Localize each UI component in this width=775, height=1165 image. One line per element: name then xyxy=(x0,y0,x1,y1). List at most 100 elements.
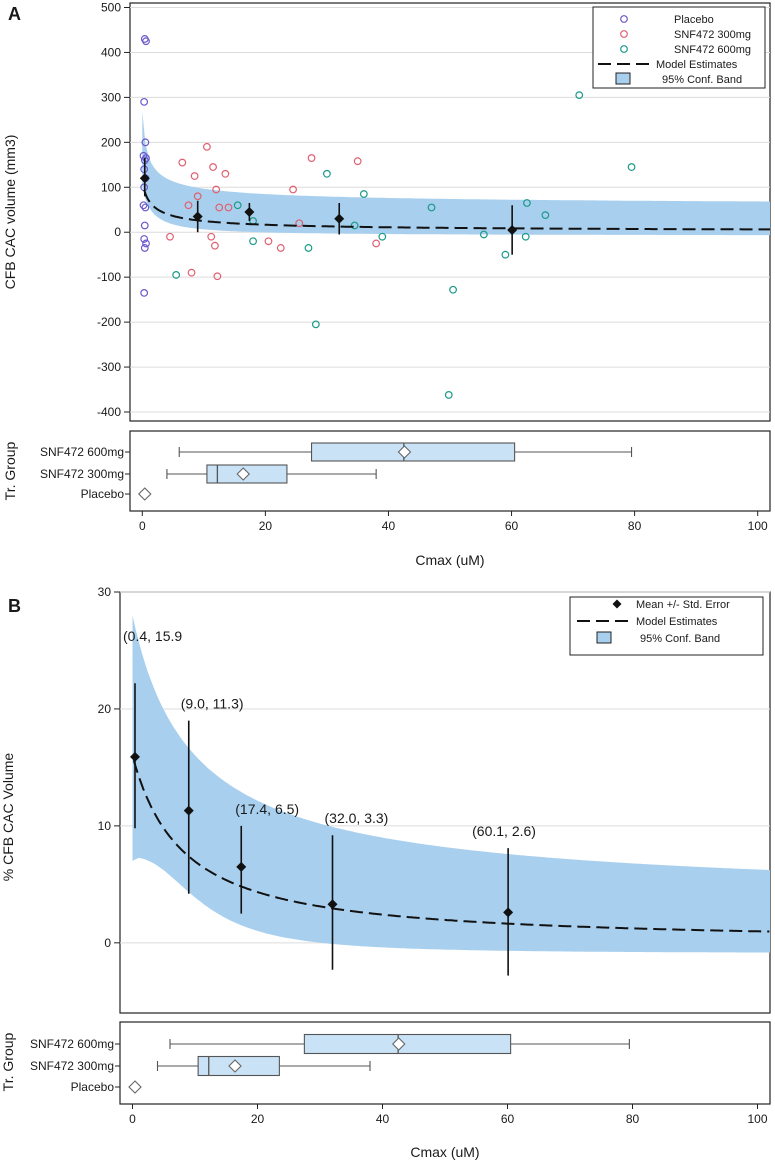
legend-snf300-marker xyxy=(620,30,628,38)
panel-a-y-tick-label: 0 xyxy=(114,225,121,239)
panel-b-letter: B xyxy=(8,596,21,616)
panel-b-point-label: (60.1, 2.6) xyxy=(472,823,536,839)
legend-snf300-label: SNF472 300mg xyxy=(674,29,751,41)
panel-a-point xyxy=(209,163,217,171)
panel-b-group-label: Placebo xyxy=(71,1080,115,1094)
panel-a-point xyxy=(372,239,381,248)
panel-b-group-label: SNF472 600mg xyxy=(30,1037,114,1051)
panel-a-y-tick-label: 500 xyxy=(101,0,121,14)
panel-b-model-curve xyxy=(132,759,770,933)
panel-a-point xyxy=(521,232,530,241)
panel-a-point xyxy=(166,232,174,241)
legend-snf600-marker xyxy=(620,45,628,53)
panel-a-point xyxy=(203,142,211,151)
panel-a-y-tick-label: -400 xyxy=(97,405,121,419)
panel-b-y-tick-label: 30 xyxy=(98,585,112,599)
panel-a-x-tick-label: 40 xyxy=(382,519,396,533)
panel-b-mean-marker xyxy=(503,907,514,918)
panel-b-y-tick-label: 10 xyxy=(98,819,112,833)
panel-a-point xyxy=(221,169,230,178)
panel-a-point xyxy=(140,244,149,252)
panel-b-x-ticks: 0 20 40 60 80 100 xyxy=(129,1104,768,1126)
legend-mean-marker xyxy=(612,599,622,609)
panel-a-point xyxy=(359,190,368,198)
panel-a-point xyxy=(139,151,148,160)
panel-b-mean-marker xyxy=(130,751,140,762)
panel-b-x-tick-label: 0 xyxy=(129,1112,136,1126)
panel-a-point xyxy=(233,201,242,210)
panel-a-point xyxy=(289,185,297,194)
panel-b-x-tick-label: 40 xyxy=(376,1112,390,1126)
panel-b-boxplot-frame xyxy=(119,1021,771,1105)
panel-a-point xyxy=(501,250,510,259)
legend-b-band-label: 95% Conf. Band xyxy=(640,633,720,645)
panel-b-point-label: (0.4, 15.9 xyxy=(123,628,182,644)
panel-a-mean-marker xyxy=(139,173,150,184)
panel-a-confidence-band xyxy=(142,111,771,236)
panel-b-x-tick-label: 20 xyxy=(251,1112,265,1126)
panel-a-point xyxy=(184,201,193,210)
panel-a-point xyxy=(142,37,150,46)
legend-model-label: Model Estimates xyxy=(656,59,738,71)
panel-a-point xyxy=(304,244,313,252)
panel-a-point xyxy=(523,199,531,207)
panel-a-point xyxy=(353,157,362,166)
panel-a-y-ticks: -400 -300 -200 -100 0 100 200 300 400 500 xyxy=(97,0,130,419)
panel-a-point xyxy=(444,391,453,399)
panel-a-x-axis-label: Cmax (uM) xyxy=(415,552,484,568)
panel-a-point xyxy=(307,154,316,162)
panel-a-point xyxy=(224,203,233,212)
panel-a-point xyxy=(140,289,149,297)
panel-b-point-labels: (0.4, 15.9 (9.0, 11.3) (17.4, 6.5) (32.0, 3… xyxy=(123,628,536,839)
panel-a-point xyxy=(350,221,359,230)
panel-a-y-tick-label: 300 xyxy=(101,90,121,104)
panel-a-box xyxy=(310,442,516,462)
panel-b-y-tick-label: 0 xyxy=(104,936,111,950)
panel-a-model-curve xyxy=(143,189,770,231)
panel-a-point xyxy=(140,235,149,243)
panel-a-mean-marker xyxy=(334,213,345,224)
panel-a-x-tick-label: 100 xyxy=(748,519,768,533)
panel-a-y-tick-label: -200 xyxy=(97,315,121,329)
legend-b-band-swatch xyxy=(596,631,612,644)
panel-a-boxes: SNF472 600mg SNF472 300mg Placebo xyxy=(40,442,633,501)
panel-b-mean-marker xyxy=(236,861,247,872)
panel-a-group-label: SNF472 300mg xyxy=(40,467,124,481)
panel-a-point xyxy=(187,268,196,277)
panel-a-point xyxy=(193,192,202,201)
panel-a-point xyxy=(141,203,150,212)
panel-a-point xyxy=(311,320,320,329)
panel-b-mean-marker xyxy=(327,899,338,910)
panel-b-treatment-boxplot: SNF472 600mg SNF472 300mg Placebo 0 20 40 60 8… xyxy=(0,1021,771,1160)
panel-b-x-tick-label: 100 xyxy=(747,1112,767,1126)
panel-b-point-label: (9.0, 11.3) xyxy=(181,696,244,712)
legend-band-swatch xyxy=(615,72,631,85)
panel-a-point xyxy=(212,185,221,194)
panel-a-group-label: SNF472 600mg xyxy=(40,445,124,459)
panel-a-y-tick-label: 200 xyxy=(101,135,121,149)
panel-a-point xyxy=(378,232,387,241)
panel-a-x-tick-label: 0 xyxy=(139,519,146,533)
panel-a-point xyxy=(323,169,331,178)
panel-b-confidence-band xyxy=(132,615,770,953)
panel-b-y-ticks: 0 10 20 30 xyxy=(98,585,120,950)
panel-b-x-tick-label: 80 xyxy=(626,1112,640,1126)
panel-a-point xyxy=(211,241,219,250)
panel-b-legend-box xyxy=(569,596,764,656)
legend-snf600-label: SNF472 600mg xyxy=(674,44,751,56)
panel-a-point xyxy=(172,271,181,279)
panel-a-x-ticks: 0 20 40 60 80 100 xyxy=(139,511,768,533)
panel-a-point xyxy=(140,97,149,106)
panel-a-point xyxy=(276,244,285,252)
panel-a-point xyxy=(264,237,273,246)
panel-a-point xyxy=(449,285,457,294)
panel-a-mean-marker xyxy=(507,224,518,235)
panel-a-y-tick-label: -100 xyxy=(97,270,121,284)
panel-a-x-tick-label: 20 xyxy=(259,519,273,533)
panel-a-y-axis-label: CFB CAC volume (mm3) xyxy=(2,135,18,290)
panel-b-point-label: (17.4, 6.5) xyxy=(235,801,299,817)
panel-b-y-axis-label: % CFB CAC Volume xyxy=(0,753,16,882)
panel-a-mean-markers xyxy=(139,158,518,255)
legend-mean-label: Mean +/- Std. Error xyxy=(636,599,730,611)
panel-b-boxes: SNF472 600mg SNF472 300mg Placebo xyxy=(30,1033,630,1094)
